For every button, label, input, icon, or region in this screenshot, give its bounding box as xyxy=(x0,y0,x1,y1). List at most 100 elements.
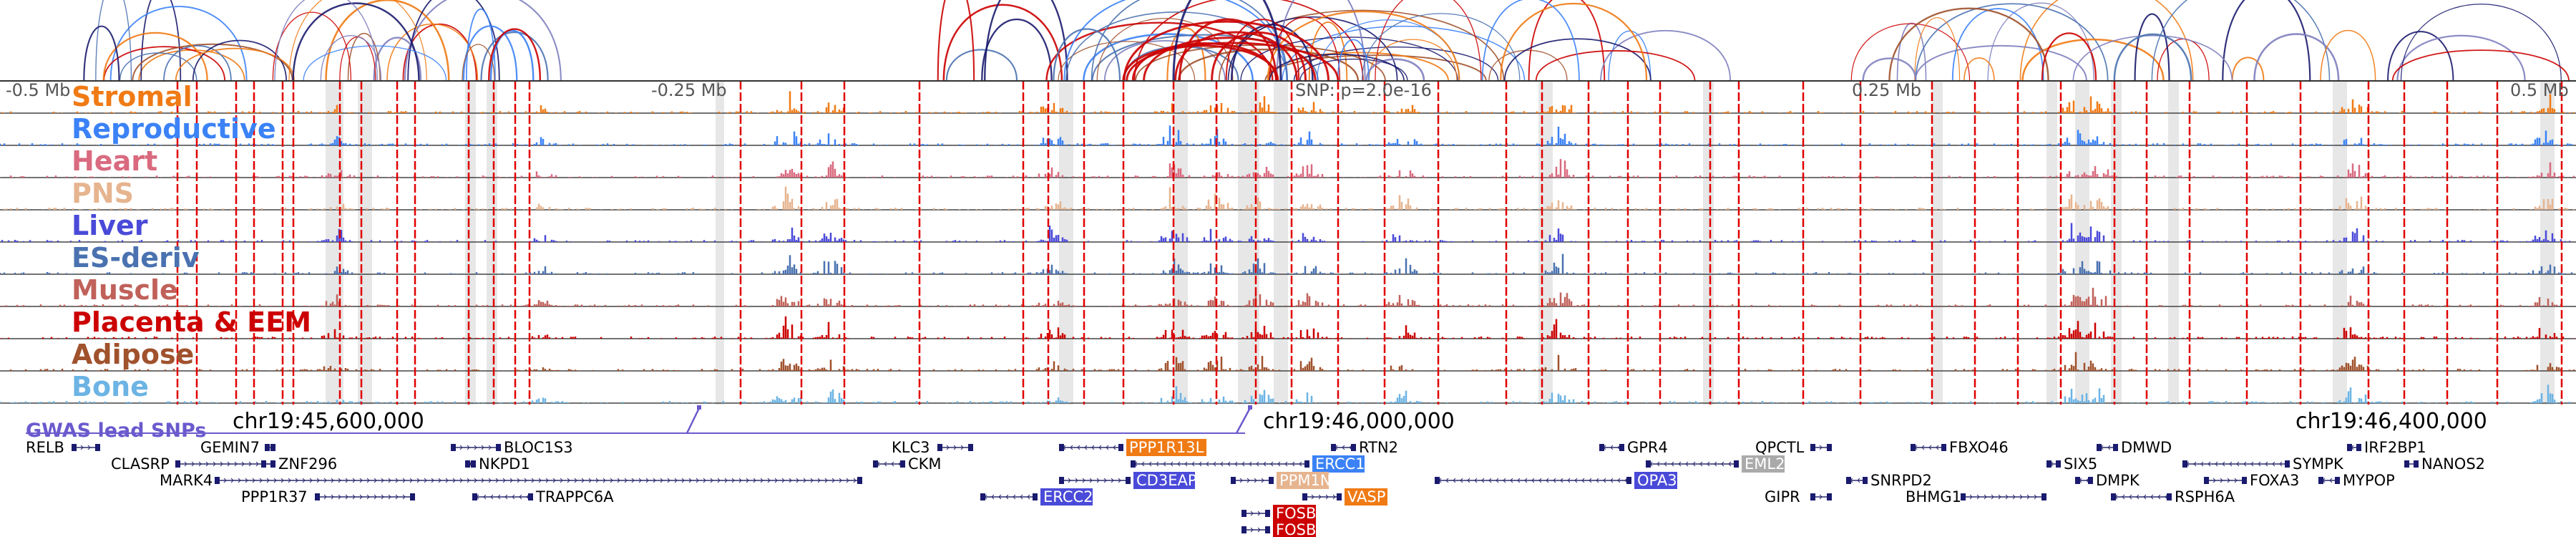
interaction-arc xyxy=(103,46,226,82)
track-label-muscle: Muscle xyxy=(72,274,178,306)
gwas-track-label: GWAS lead SNPs xyxy=(26,420,206,442)
interaction-arc xyxy=(2021,38,2165,82)
gene-annotation-track: RELB CLASRP GEMIN7 ZNF296 MARK4 PPP1R37 BLOC1S… xyxy=(26,439,2485,537)
highlight-region xyxy=(1174,81,1188,405)
interaction-arc xyxy=(1172,0,1282,82)
interaction-arc xyxy=(163,44,232,82)
track-signal xyxy=(0,384,2571,403)
gene-label: GEMIN7 xyxy=(200,439,260,456)
interaction-arc xyxy=(2231,57,2265,82)
interaction-arc xyxy=(325,0,450,82)
gene-highlight-box xyxy=(1273,505,1316,522)
interaction-arc xyxy=(274,0,378,82)
gene-label: ZNF296 xyxy=(278,455,337,473)
gene-highlight-box xyxy=(1133,472,1195,489)
interaction-arc xyxy=(407,0,500,82)
highlight-region xyxy=(358,81,372,405)
interaction-arc xyxy=(1123,20,1330,82)
interaction-arc xyxy=(175,47,295,82)
variant-markers xyxy=(176,81,2563,405)
gene-fosb: FOSB xyxy=(1241,505,1316,522)
gene-dmpk: DMPK xyxy=(2075,472,2140,489)
highlight-region xyxy=(2333,81,2347,405)
scale-right-label: 0.5 Mb xyxy=(2510,80,2569,100)
track-label-adipose: Adipose xyxy=(72,339,194,370)
gene-vasp: VASP xyxy=(1302,488,1387,505)
gene-ercc1: ERCC1 xyxy=(1131,455,1365,473)
interaction-arc xyxy=(984,0,1068,82)
gene-label: GPR4 xyxy=(1627,439,1668,456)
interaction-arc xyxy=(140,0,182,82)
interaction-arc xyxy=(1896,22,1927,82)
gene-label: NANOS2 xyxy=(2421,455,2485,473)
gene-label: DMPK xyxy=(2096,472,2140,489)
interaction-arc xyxy=(1914,16,1961,82)
interaction-arc xyxy=(1337,39,1370,82)
gene-qpctl: QPCTL xyxy=(1755,439,1832,456)
interaction-arc xyxy=(1888,7,2049,82)
gene-ppp1r37: PPP1R37 xyxy=(241,488,415,505)
interaction-arc xyxy=(95,0,132,82)
highlight-region xyxy=(1538,81,1553,405)
gene-label: VASP xyxy=(1347,488,1385,505)
region-highlights xyxy=(326,81,2555,405)
scale-bar: -0.5 Mb -0.25 Mb SNP: p=2.0e-16 0.25 Mb … xyxy=(0,80,2576,100)
gene-label: SYMPK xyxy=(2293,455,2344,473)
interaction-arc xyxy=(1361,13,1521,82)
track-signal xyxy=(0,316,2575,339)
gene-label: PPP1R13L xyxy=(1129,439,1204,456)
highlight-region xyxy=(1703,81,1714,405)
gene-ercc2: ERCC2 xyxy=(980,488,1093,505)
interaction-arc xyxy=(1987,2,2094,82)
gene-clasrp: CLASRP xyxy=(111,455,275,473)
interaction-arc xyxy=(2041,32,2097,82)
coordinate-axis: chr19:45,600,000 chr19:46,000,000 chr19:… xyxy=(233,409,2487,434)
gene-ckm: CKM xyxy=(873,455,942,473)
highlight-region xyxy=(716,81,724,405)
interaction-arc xyxy=(1126,42,1340,82)
track-label-heart: Heart xyxy=(72,145,157,177)
interaction-arc xyxy=(1179,18,1277,82)
interaction-arc xyxy=(1282,25,1526,82)
gene-label: PPM1N xyxy=(1279,472,1332,489)
track-label-pns: PNS xyxy=(72,178,134,209)
interaction-arc xyxy=(404,0,562,82)
gene-ppp1r13l: PPP1R13L xyxy=(1059,439,1206,456)
interaction-arc xyxy=(192,39,288,82)
gene-label: ERCC1 xyxy=(1315,455,1365,473)
gene-label: SNRPD2 xyxy=(1870,472,1932,489)
interaction-arc xyxy=(462,25,518,82)
track-signal xyxy=(0,125,2573,145)
gene-highlight-box xyxy=(1273,521,1316,537)
gene-label: QPCTL xyxy=(1755,439,1805,456)
gene-eml2: EML2 xyxy=(1646,455,1785,473)
gene-label: EML2 xyxy=(1745,455,1785,473)
interaction-arc xyxy=(489,29,535,82)
highlight-region xyxy=(487,81,497,405)
interaction-arc xyxy=(1488,49,1568,82)
interaction-arc xyxy=(1915,3,2109,82)
gene-znf296: ZNF296 xyxy=(261,455,337,473)
interaction-arc xyxy=(1096,18,1234,82)
interaction-arcs xyxy=(83,0,2570,82)
interaction-arc xyxy=(1600,29,1732,82)
gene-ppm1n: PPM1N xyxy=(1231,472,1332,489)
interaction-arc xyxy=(119,52,197,82)
track-signal xyxy=(1,91,2575,113)
interaction-arc xyxy=(1276,0,1366,82)
gene-gipr: GIPR xyxy=(1765,488,1832,505)
interaction-arc xyxy=(1500,3,1648,82)
interaction-arc xyxy=(2113,33,2192,82)
interaction-arc xyxy=(1058,41,1196,82)
gene-fosb: FOSB xyxy=(1241,521,1316,537)
interaction-arc xyxy=(2151,0,2331,82)
gene-label: CD3EAP xyxy=(1136,472,1197,489)
interaction-arc xyxy=(2019,0,2194,82)
interaction-arc xyxy=(132,43,293,82)
interaction-arc xyxy=(942,4,1063,82)
gene-label: MYPOP xyxy=(2343,472,2395,489)
coord-label-46400000: chr19:46,400,000 xyxy=(2296,409,2487,434)
interaction-arc xyxy=(1269,16,1341,82)
gene-gemin7: GEMIN7 xyxy=(200,439,275,456)
gene-bhmg1: BHMG1 xyxy=(1906,488,2046,505)
